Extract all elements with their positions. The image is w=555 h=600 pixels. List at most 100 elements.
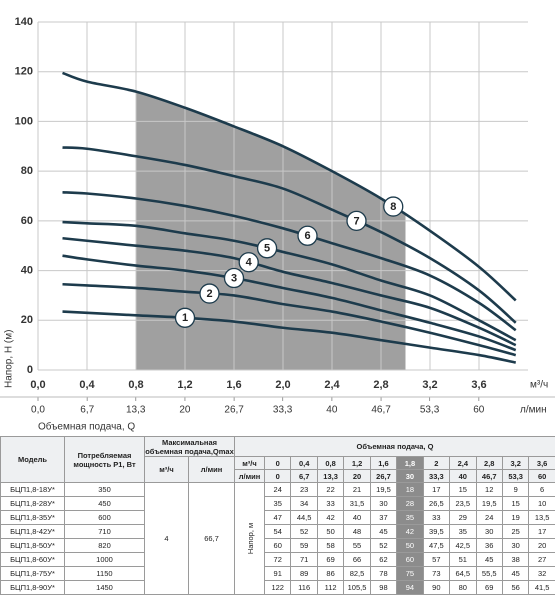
curve-label: 4 (246, 257, 253, 269)
q-m3h: 1,2 (343, 456, 371, 470)
q-lmin: 53,3 (501, 469, 530, 483)
table-row: БЦП1,8-90У* 1450 122 116 112 105,5 98 94 90 80 69 5… (0, 580, 555, 595)
qmax-m3h: 4 (144, 482, 189, 595)
head-value: 60 (396, 552, 424, 567)
q-m3h: 2,4 (449, 456, 477, 470)
head-value: 89 (290, 566, 318, 581)
model: БЦП1,8-35У* (0, 510, 65, 525)
head-value: 91 (263, 566, 292, 581)
head-value: 98 (369, 580, 398, 595)
qmax-lmin: 66,7 (188, 482, 235, 595)
y-tick-label: 80 (21, 165, 33, 177)
head-value: 31,5 (343, 496, 371, 511)
model: БЦП1,8-50У* (0, 538, 65, 553)
head-value: 19,5 (475, 496, 503, 511)
x-tick-label: 0,4 (79, 379, 95, 391)
lines-layer: 1 2 345 6 7 8 (62, 71, 517, 364)
q-lmin: 30 (396, 469, 424, 483)
curve-label: 5 (264, 243, 270, 255)
head-value: 21 (343, 482, 371, 497)
q-lmin: 6,7 (290, 469, 318, 483)
head-value: 42,5 (449, 538, 477, 553)
y-tick-label: 100 (15, 115, 33, 127)
header-power: Потребляемая мощность P1, Вт (64, 436, 145, 483)
curve-label: 3 (231, 272, 237, 284)
model: БЦП1,8-90У* (0, 580, 65, 595)
table-body: БЦП1,8-18У* 350 4 66,7 Напор, м 24 23 22 21 19,5 1… (0, 482, 555, 595)
q-m3h: 2 (422, 456, 451, 470)
q-m3h: 2,8 (475, 456, 503, 470)
x2-unit: л/мин (520, 405, 547, 416)
head-value: 33 (316, 496, 345, 511)
head-value: 23 (290, 482, 318, 497)
header-unit-m3h: м³/ч (234, 456, 265, 470)
x2-tick-label: 33,3 (273, 405, 293, 416)
x-tick-label: 3,6 (471, 379, 486, 391)
curve (62, 71, 517, 302)
head-value: 34 (290, 496, 318, 511)
q-m3h: 3,2 (501, 456, 530, 470)
x-tick-label: 0,8 (128, 379, 143, 391)
head-value: 45 (475, 552, 503, 567)
curve-label-circle (346, 210, 367, 232)
head-label-cell: Напор, м (234, 482, 265, 595)
y-tick-label: 140 (15, 16, 33, 28)
power: 450 (64, 496, 145, 511)
head-value: 82,5 (343, 566, 371, 581)
head-value: 30 (501, 538, 530, 553)
x-tick-label: 1,2 (177, 379, 192, 391)
power: 820 (64, 538, 145, 553)
x-tick-label: 1,6 (226, 379, 241, 391)
model: БЦП1,8-18У* (0, 482, 65, 497)
table: Модель Потребляемая мощность P1, Вт Макс… (0, 436, 555, 595)
y-tick-label: 60 (21, 215, 33, 227)
head-value: 36 (475, 538, 503, 553)
q-m3h: 1,6 (369, 456, 398, 470)
header-qmax: Максимальная объемная подача,Qmax (144, 436, 235, 457)
head-value: 41,5 (528, 580, 555, 595)
curve-label-circle (297, 225, 318, 246)
curve (62, 146, 517, 324)
q-m3h: 3,6 (528, 456, 555, 470)
head-value: 78 (369, 566, 398, 581)
y-tick-label: 120 (15, 66, 33, 78)
curve-label: 7 (353, 215, 359, 227)
x-tick-label: 2,0 (275, 379, 290, 391)
head-value: 19,5 (369, 482, 398, 497)
head-value: 52 (290, 524, 318, 539)
head-value: 48 (343, 524, 371, 539)
power: 600 (64, 510, 145, 525)
head-value: 51 (449, 552, 477, 567)
y-tick-label: 40 (21, 264, 33, 276)
head-value: 72 (263, 552, 292, 567)
x2-tick-label: 13,3 (126, 405, 146, 416)
curve (62, 236, 517, 347)
y-axis-title: Напор, H (м) (4, 330, 15, 388)
head-value: 26,5 (422, 496, 451, 511)
curve (62, 310, 517, 364)
head-value: 29 (449, 510, 477, 525)
head-value: 45 (501, 566, 530, 581)
table-row: БЦП1,8-18У* 350 4 66,7 Напор, м 24 23 22 21 19,5 1… (0, 482, 555, 595)
head-value: 44,5 (290, 510, 318, 525)
head-value: 80 (449, 580, 477, 595)
x2-tick-label: 46,7 (371, 405, 391, 416)
head-value: 60 (263, 538, 292, 553)
head-value: 112 (316, 580, 345, 595)
x2-tick-label: 26,7 (224, 405, 244, 416)
y-tick-label: 0 (27, 364, 33, 376)
header-model: Модель (0, 436, 65, 483)
head-value: 64,5 (449, 566, 477, 581)
head-value: 90 (422, 580, 451, 595)
curve (62, 190, 517, 332)
head-value: 105,5 (343, 580, 371, 595)
q-lmin: 0 (263, 469, 292, 483)
table-row: БЦП1,8-50У* 820 60 59 58 55 52 50 47,5 42,5 36 30 20 (0, 538, 555, 553)
head-value: 50 (396, 538, 424, 553)
head-value: 35 (449, 524, 477, 539)
x2-tick-label: 6,7 (80, 405, 94, 416)
head-value: 23,5 (449, 496, 477, 511)
head-value: 19 (501, 510, 530, 525)
